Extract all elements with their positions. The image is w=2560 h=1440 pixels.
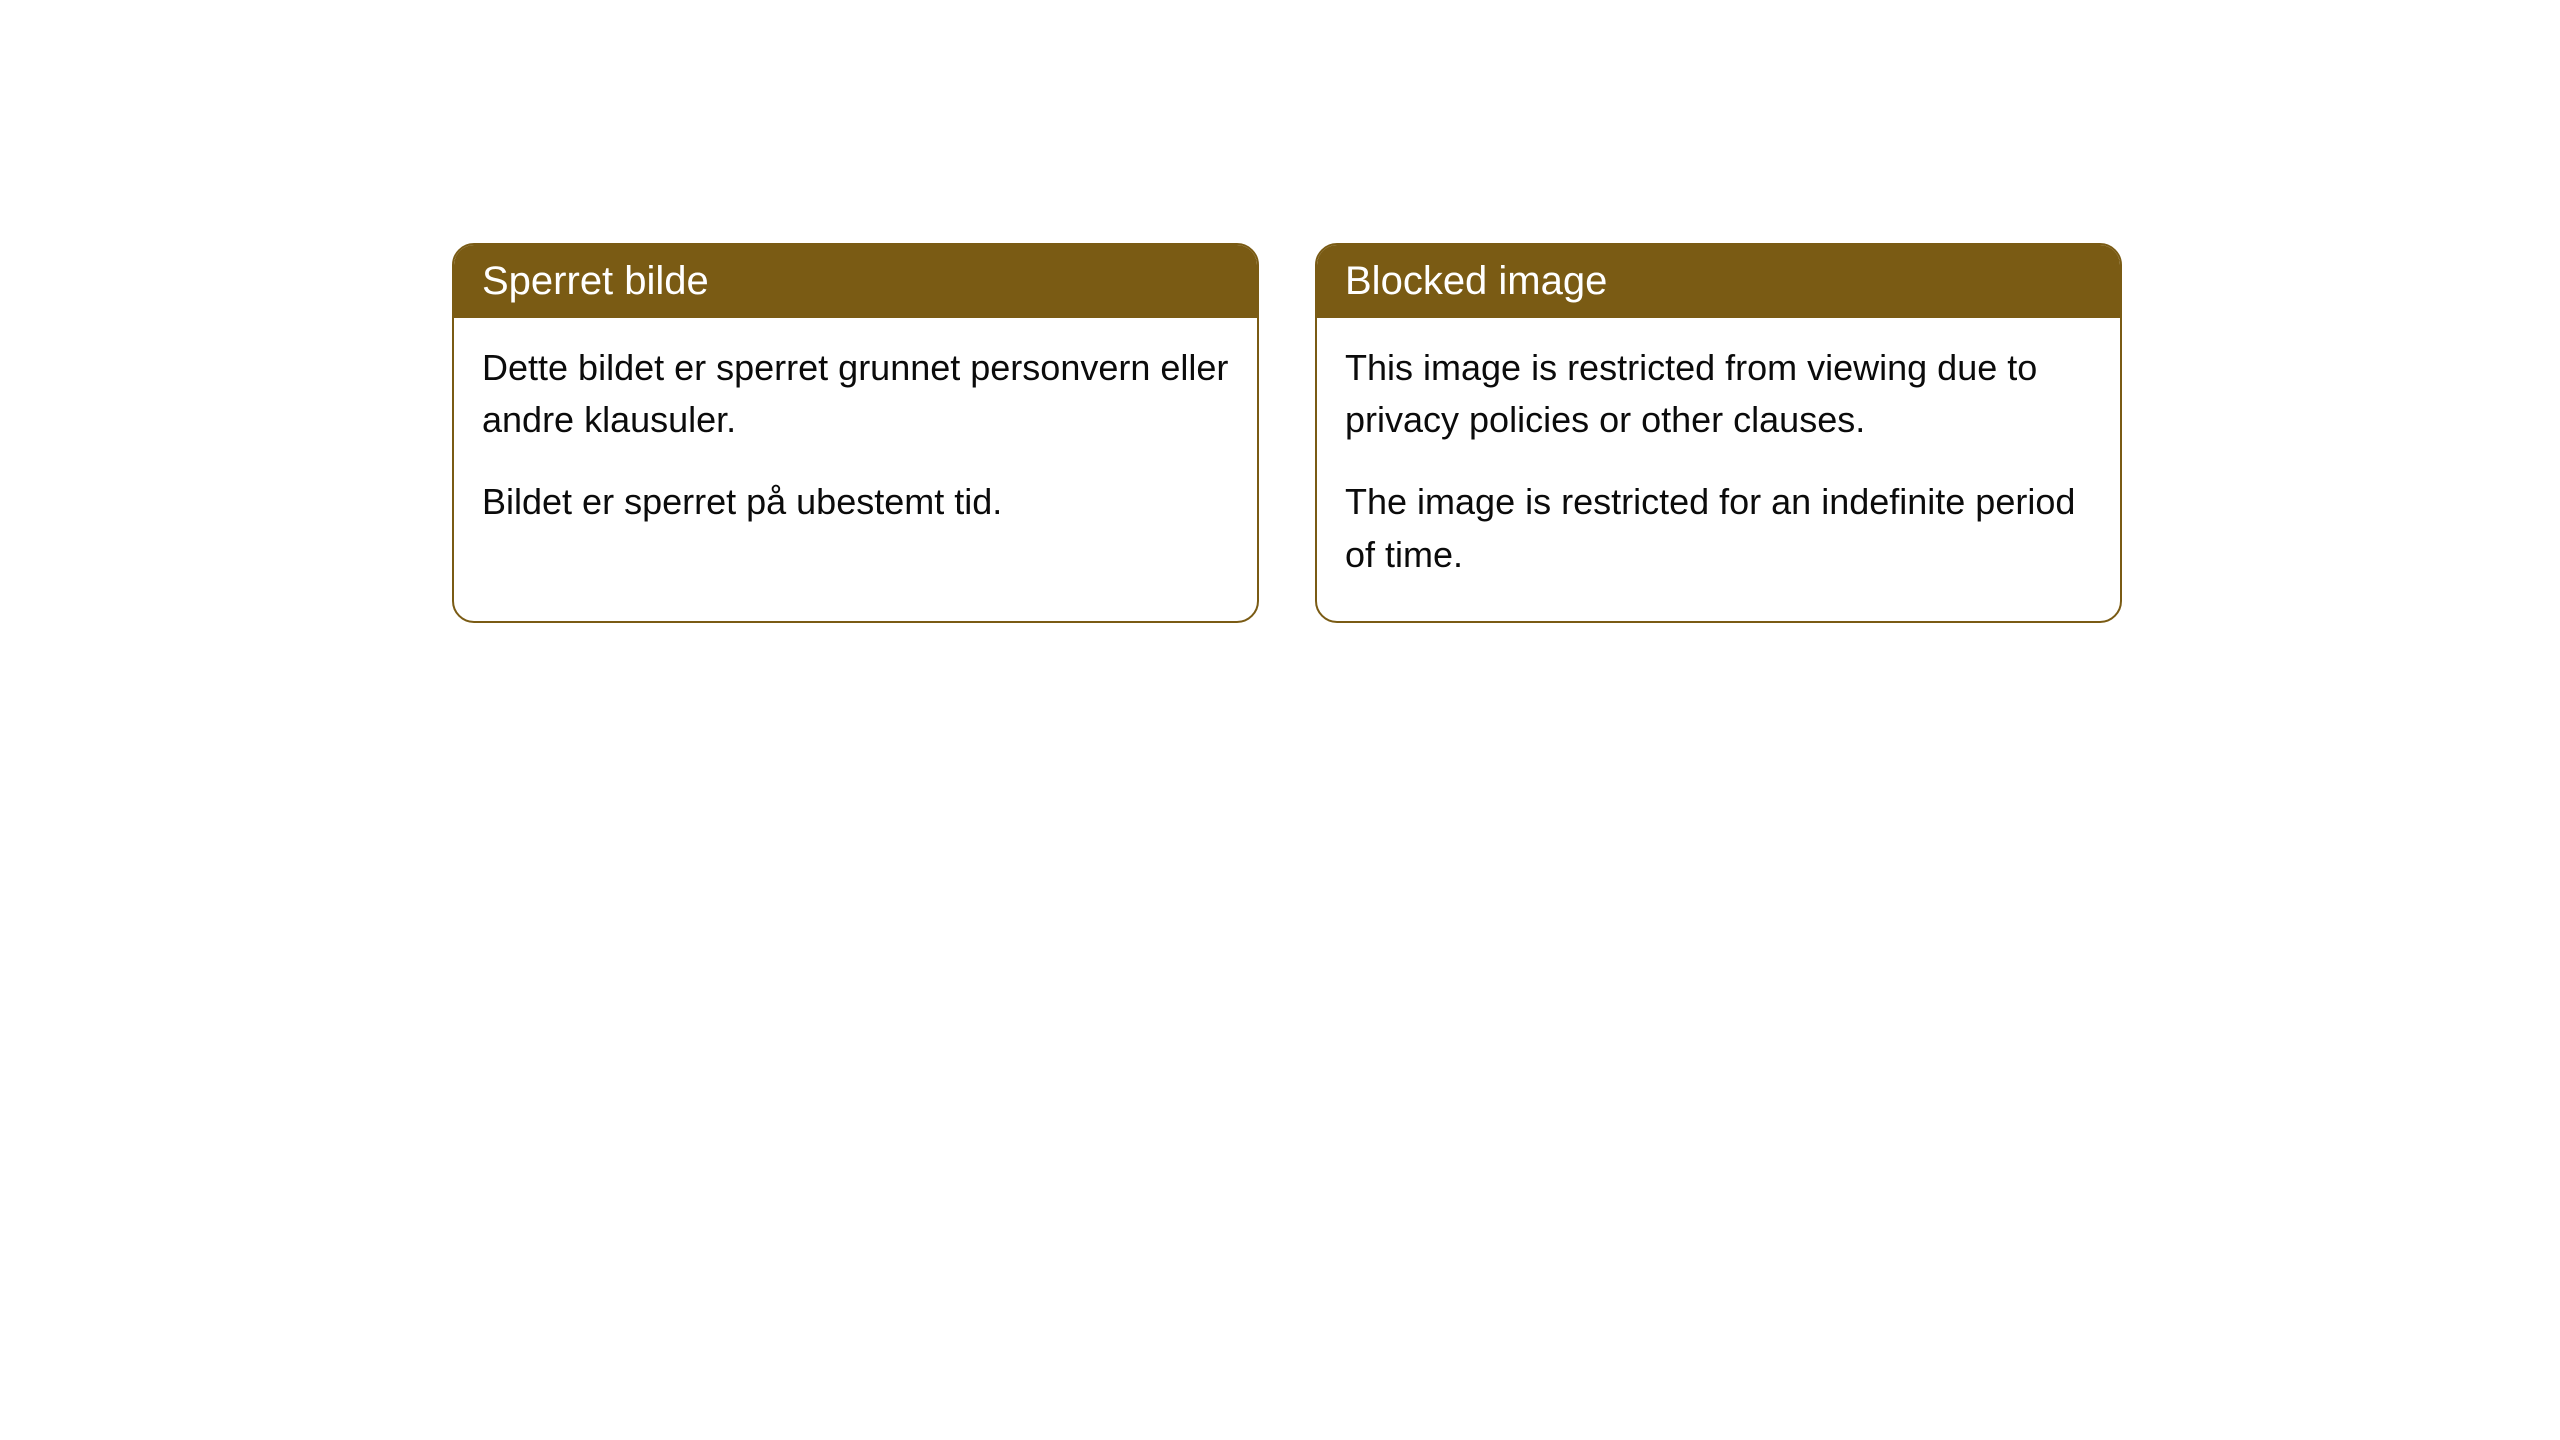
card-title-no: Sperret bilde xyxy=(482,259,709,303)
card-body-en: This image is restricted from viewing du… xyxy=(1317,318,2120,621)
card-title-en: Blocked image xyxy=(1345,259,1607,303)
card-paragraph-en-1: This image is restricted from viewing du… xyxy=(1345,342,2092,446)
cards-container: Sperret bilde Dette bildet er sperret gr… xyxy=(452,243,2122,623)
card-header-en: Blocked image xyxy=(1317,245,2120,318)
card-paragraph-en-2: The image is restricted for an indefinit… xyxy=(1345,476,2092,580)
card-paragraph-no-1: Dette bildet er sperret grunnet personve… xyxy=(482,342,1229,446)
card-paragraph-no-2: Bildet er sperret på ubestemt tid. xyxy=(482,476,1229,528)
card-header-no: Sperret bilde xyxy=(454,245,1257,318)
blocked-image-card-no: Sperret bilde Dette bildet er sperret gr… xyxy=(452,243,1259,623)
blocked-image-card-en: Blocked image This image is restricted f… xyxy=(1315,243,2122,623)
card-body-no: Dette bildet er sperret grunnet personve… xyxy=(454,318,1257,569)
